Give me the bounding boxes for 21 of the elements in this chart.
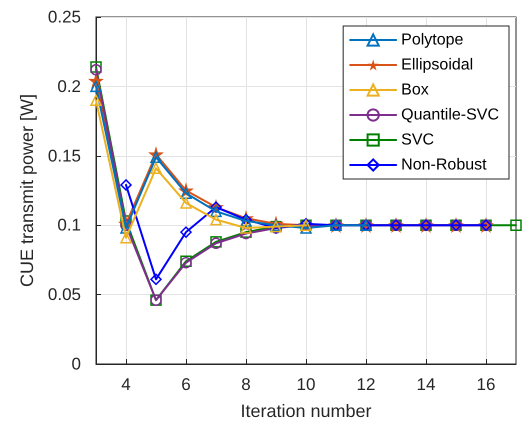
x-tick-label: 16 [476,375,496,394]
x-tick-label: 12 [356,375,376,394]
y-tick-label: 0.05 [48,285,81,304]
x-tick-label: 6 [181,375,191,394]
x-axis-title: Iteration number [240,401,372,421]
y-axis-title: CUE transmit power [W] [17,94,37,288]
legend-label: SVC [401,132,434,148]
y-tick-label: 0.15 [48,146,81,166]
x-tick-label: 14 [416,375,436,394]
y-tick-label: 0.1 [57,216,81,235]
x-tick-label: 4 [121,375,131,394]
legend-label: Non-Robust [401,156,488,174]
legend-label: Polytope [401,32,464,48]
y-tick-label: 0 [72,354,81,374]
x-tick-label: 8 [241,375,251,394]
x-tick-label: 10 [296,375,316,394]
y-tick-label: 0.25 [48,8,81,26]
y-tick-label: 0.2 [57,76,81,96]
legend-label: Box [401,82,429,98]
legend-label: Ellipsoidal [401,56,474,74]
legend-label: Quantile-SVC [401,106,500,124]
